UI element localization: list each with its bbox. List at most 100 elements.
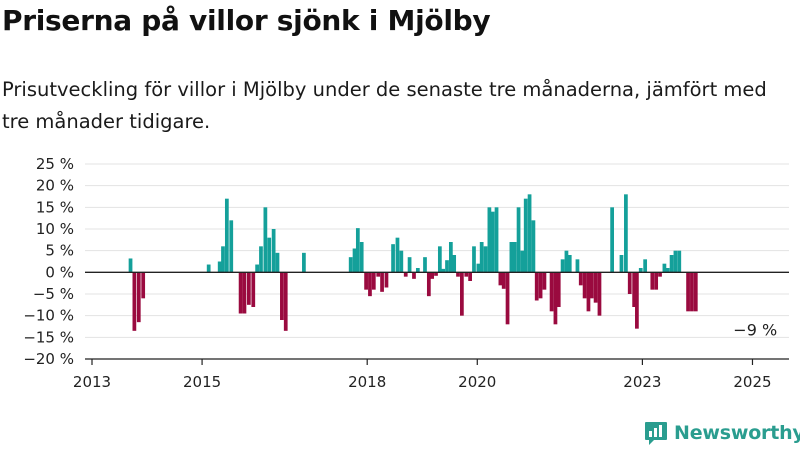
bar: [263, 207, 268, 273]
bar: [662, 263, 667, 273]
bar: [575, 259, 580, 273]
x-tick-label: 2013: [73, 373, 111, 390]
brand-name: Newsworthy: [674, 422, 800, 444]
bar: [483, 246, 488, 273]
last-value-annotation: −9 %: [733, 320, 777, 339]
bar: [376, 272, 381, 277]
bar: [407, 257, 412, 273]
bar: [538, 272, 543, 299]
bar: [456, 272, 460, 277]
bar: [359, 242, 364, 273]
bar: [567, 255, 572, 273]
bar: [520, 250, 525, 273]
bar: [437, 246, 442, 273]
bar: [635, 272, 639, 329]
bar: [132, 272, 137, 331]
bar: [391, 244, 395, 273]
x-axis-ticks: 2013 2015 2018 2020 2023 2025: [73, 359, 772, 390]
bar: [673, 250, 678, 273]
bar: [441, 268, 446, 273]
bar: [586, 272, 591, 312]
bar: [619, 255, 624, 273]
bar: [403, 272, 408, 277]
bar-chart-logo-icon: [645, 422, 667, 445]
y-tick-label: 15 %: [36, 198, 74, 216]
bar: [399, 250, 404, 273]
bar: [255, 264, 259, 273]
bar: [251, 272, 256, 307]
bar: [650, 272, 655, 290]
bar: [364, 272, 368, 290]
bar: [242, 272, 247, 314]
bar: [582, 272, 587, 299]
bar: [224, 198, 229, 273]
bar: [380, 272, 384, 292]
x-tick-label: 2020: [458, 373, 496, 390]
y-tick-label: 0 %: [45, 263, 74, 281]
bar: [498, 272, 503, 286]
bar-series: [128, 194, 698, 331]
bar: [464, 272, 469, 277]
bar: [589, 272, 594, 299]
y-tick-label: −15 %: [23, 328, 74, 346]
bar: [246, 272, 251, 305]
bar: [501, 272, 506, 289]
y-tick-label: −20 %: [23, 350, 74, 368]
bar: [348, 257, 353, 273]
bar: [412, 272, 416, 279]
bar: [238, 272, 243, 314]
bar: [430, 272, 435, 279]
y-tick-label: 10 %: [36, 220, 74, 238]
bar: [523, 198, 528, 273]
bar: [217, 261, 222, 273]
bar: [229, 220, 234, 273]
bar: [267, 237, 272, 273]
y-tick-label: 25 %: [36, 155, 74, 173]
bar: [512, 242, 517, 273]
bar: [479, 242, 484, 273]
y-axis-tick-labels: 25 % 20 % 15 % 10 % 5 % 0 % −5 % −10 % −15 % −20 …: [23, 155, 74, 368]
gridlines: [85, 163, 789, 338]
bar: [624, 194, 628, 273]
bar: [280, 272, 284, 320]
newsworthy-logo: Newsworthy: [644, 420, 800, 446]
bar: [368, 272, 372, 297]
x-tick-label: 2025: [733, 373, 771, 390]
bar: [560, 259, 565, 273]
bar: [283, 272, 288, 331]
bar: [553, 272, 558, 325]
y-tick-label: −10 %: [23, 307, 74, 325]
bar: [693, 272, 698, 312]
chart-title: Priserna på villor sjönk i Mjölby: [2, 4, 491, 37]
bar: [395, 237, 400, 273]
bar: [487, 207, 492, 273]
bar: [128, 258, 133, 273]
bar: [426, 272, 431, 297]
y-tick-label: 20 %: [36, 177, 74, 195]
bar: [460, 272, 464, 316]
bar: [141, 272, 146, 299]
bar: [371, 272, 376, 290]
bar: [509, 242, 514, 273]
bar: [686, 272, 690, 312]
bar: [677, 250, 682, 273]
bar: [221, 246, 225, 273]
bar: [355, 228, 360, 273]
y-tick-label: −5 %: [33, 285, 74, 303]
bar: [578, 272, 583, 286]
bar: [206, 264, 211, 273]
bar: [643, 259, 648, 273]
bar: [669, 255, 674, 273]
y-tick-label: 5 %: [45, 242, 74, 260]
bar: [259, 246, 263, 273]
bar: [516, 207, 521, 273]
bar: [448, 242, 453, 273]
bar: [610, 207, 614, 273]
bar: [476, 263, 481, 273]
bar: [468, 272, 472, 281]
bar-chart: 25 % 20 % 15 % 10 % 5 % 0 % −5 % −10 % −15 % −20 …: [23, 155, 789, 390]
chart-subtitle: Prisutveckling för villor i Mjölby under…: [2, 78, 767, 133]
bar: [542, 272, 547, 290]
bar: [352, 248, 357, 273]
bar: [445, 260, 449, 273]
